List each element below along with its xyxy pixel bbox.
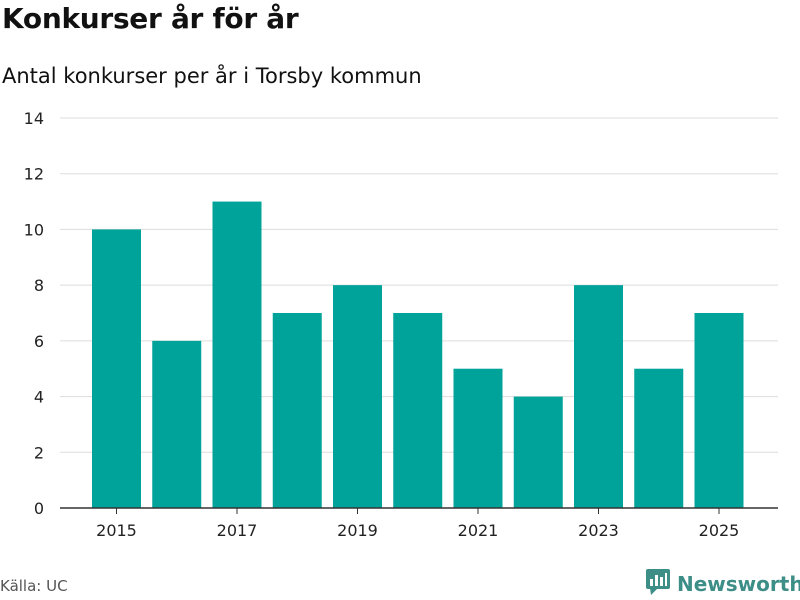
y-tick-label-10: 10 bbox=[24, 220, 44, 239]
source-note: Källa: UC bbox=[0, 577, 68, 595]
bar-2023 bbox=[574, 285, 623, 508]
chart-subtitle: Antal konkurser per år i Torsby kommun bbox=[2, 64, 422, 88]
chart-title: Konkurser år för år bbox=[2, 2, 299, 35]
x-tick-label-2021: 2021 bbox=[458, 521, 499, 540]
x-tick-label-2015: 2015 bbox=[96, 521, 137, 540]
bar-2015 bbox=[92, 229, 141, 508]
y-tick-label-2: 2 bbox=[34, 443, 44, 462]
bar-2024 bbox=[634, 368, 684, 508]
y-tick-label-4: 4 bbox=[34, 388, 44, 407]
x-tick-label-2025: 2025 bbox=[699, 521, 740, 540]
axes bbox=[60, 507, 778, 514]
x-tick-label-2023: 2023 bbox=[578, 521, 619, 540]
bar-2019 bbox=[333, 285, 382, 508]
newsworthy-logo-icon bbox=[645, 568, 671, 600]
brand-logo[interactable]: Newsworthy bbox=[645, 568, 800, 600]
bars bbox=[92, 201, 744, 509]
y-tick-label-6: 6 bbox=[34, 332, 44, 351]
y-tick-label-14: 14 bbox=[24, 109, 44, 128]
y-tick-label-0: 0 bbox=[34, 499, 44, 518]
bar-2022 bbox=[513, 396, 563, 508]
bar-2017 bbox=[212, 201, 262, 509]
bar-2021 bbox=[453, 368, 503, 508]
y-tick-label-12: 12 bbox=[24, 165, 44, 184]
x-tick-label-2017: 2017 bbox=[217, 521, 258, 540]
brand-name: Newsworthy bbox=[677, 572, 800, 596]
bar-2025 bbox=[694, 313, 744, 508]
bar-2018 bbox=[272, 313, 322, 508]
bar-2016 bbox=[152, 340, 202, 508]
y-tick-label-8: 8 bbox=[34, 276, 44, 295]
tick-labels: 0 2 4 6 8 10 12 14 2015 2017 2019 2021 2023 2025 bbox=[24, 109, 740, 540]
x-tick-label-2019: 2019 bbox=[337, 521, 378, 540]
bar-2020 bbox=[393, 313, 443, 508]
